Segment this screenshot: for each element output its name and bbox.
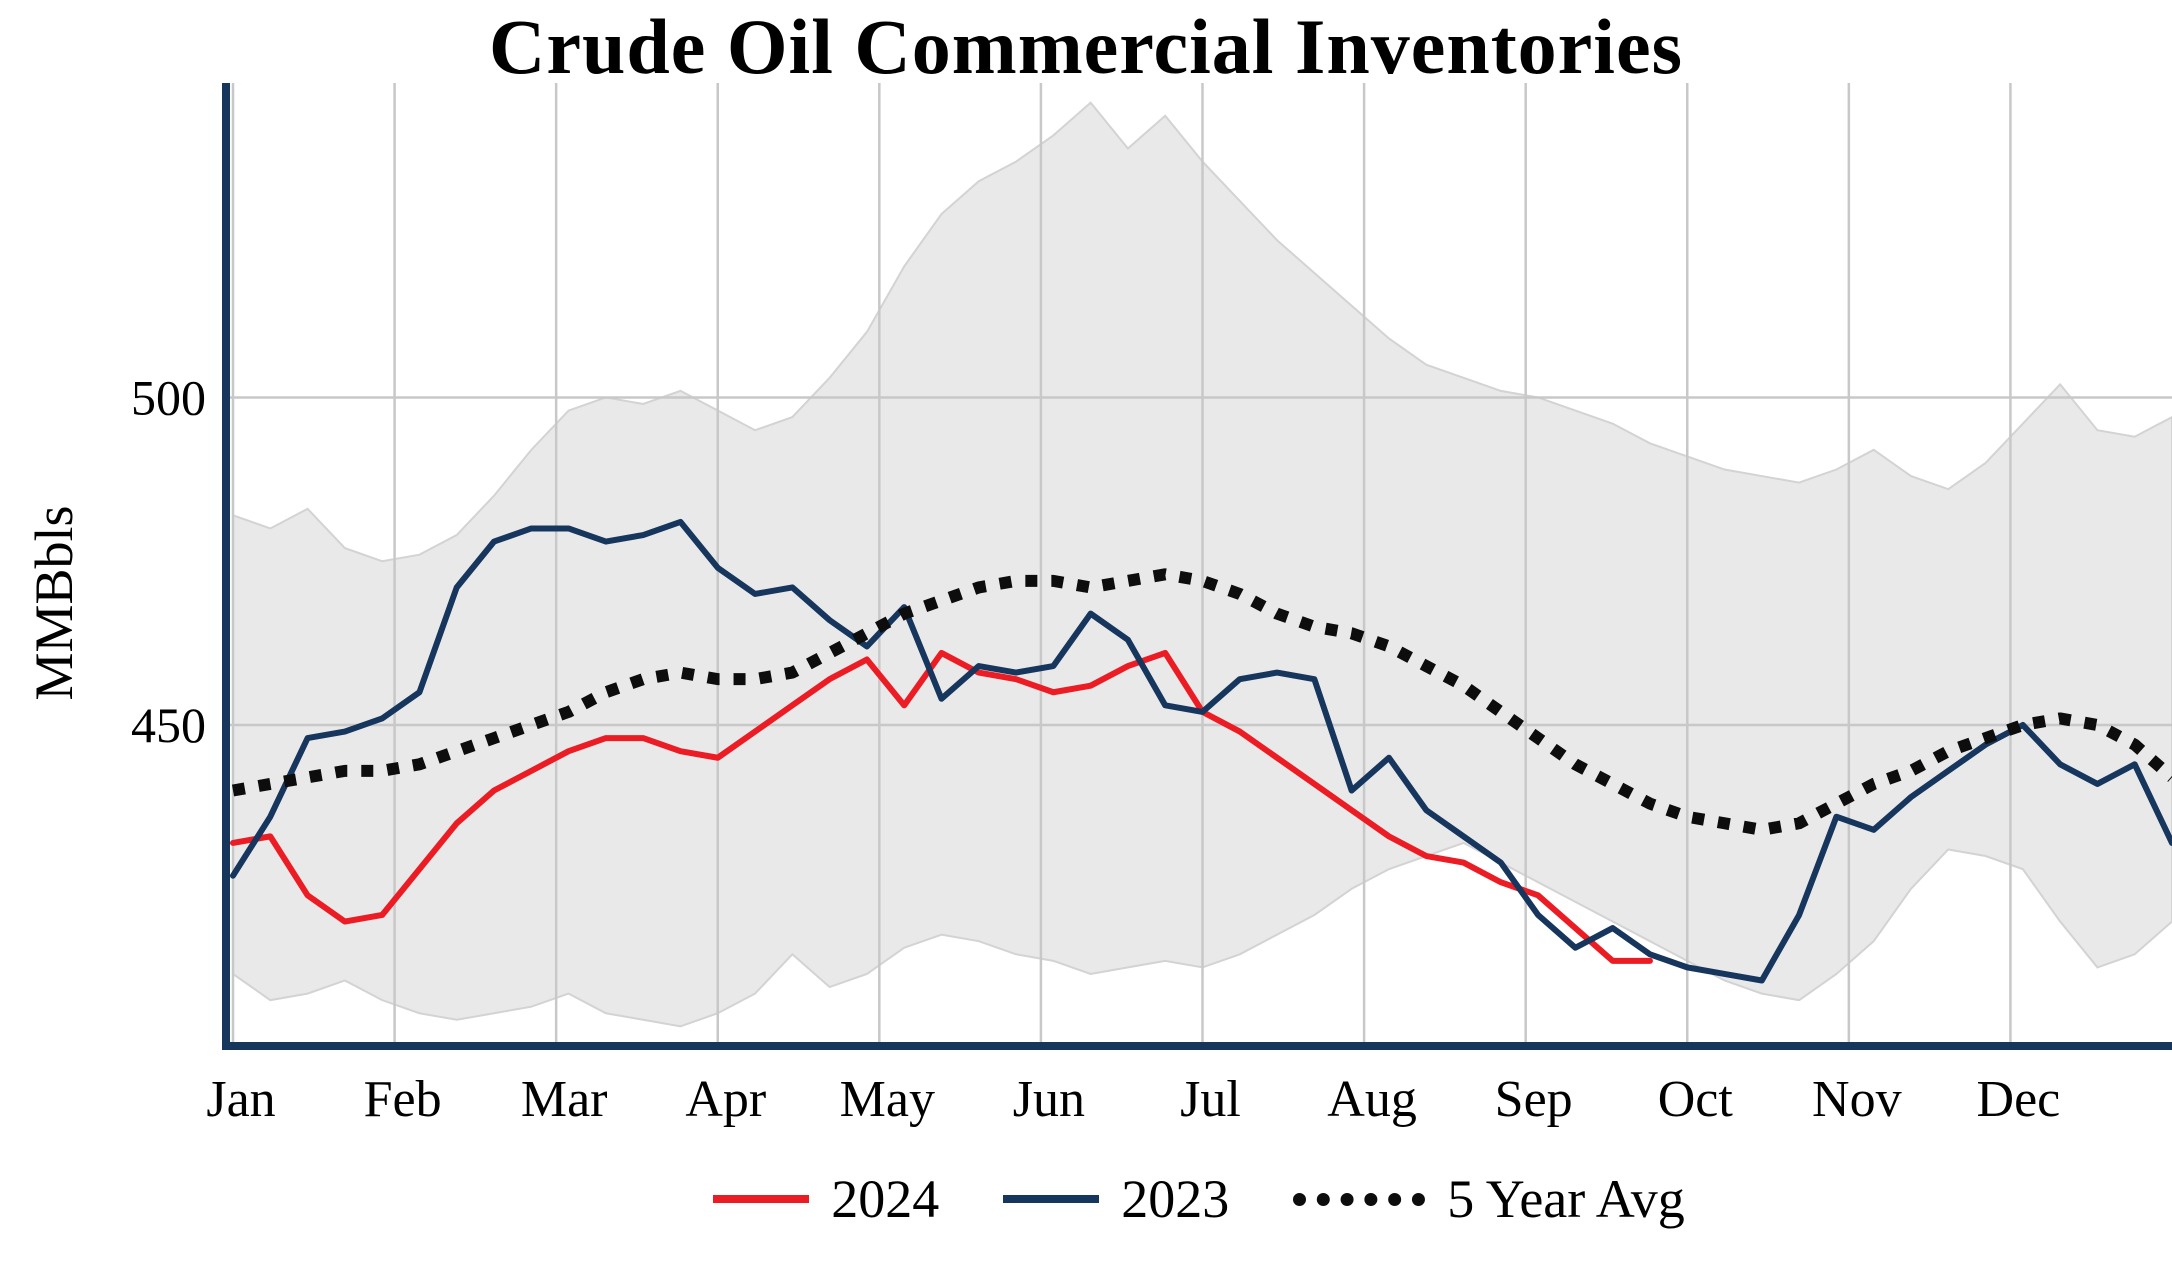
- x-tick-label-jul: Jul: [1180, 1071, 1241, 1128]
- x-tick-label-dec: Dec: [1977, 1071, 2061, 1128]
- legend-line-sample-5yr-avg: [1293, 1192, 1426, 1206]
- x-tick-label-feb: Feb: [364, 1071, 442, 1128]
- series-line-5-year-avg: [231, 568, 2172, 836]
- x-tick-label-jan: Jan: [206, 1071, 275, 1128]
- legend-item-5yr-avg: 5 Year Avg: [1293, 1168, 1685, 1230]
- legend-label-2024: 2024: [831, 1169, 940, 1229]
- x-tick-label-aug: Aug: [1327, 1071, 1417, 1128]
- x-tick-label-sep: Sep: [1495, 1071, 1573, 1128]
- x-tick-label-jun: Jun: [1013, 1071, 1085, 1128]
- legend-item-2023: 2023: [1003, 1168, 1229, 1230]
- legend: 2024 2023 5 Year Avg: [226, 1168, 2172, 1230]
- x-tick-label-oct: Oct: [1658, 1071, 1734, 1128]
- legend-label-2023: 2023: [1121, 1169, 1230, 1229]
- series-line-2023: [230, 518, 2172, 984]
- y-tick-label-450: 450: [131, 697, 206, 753]
- x-tick-label-may: May: [840, 1071, 935, 1128]
- x-tick-label-nov: Nov: [1812, 1071, 1902, 1128]
- y-tick-label-500: 500: [131, 369, 206, 425]
- legend-line-sample-2024: [713, 1195, 810, 1203]
- legend-line-sample-2023: [1003, 1195, 1100, 1203]
- legend-item-2024: 2024: [713, 1168, 939, 1230]
- series-line-2024: [230, 649, 1653, 964]
- x-tick-label-apr: Apr: [685, 1071, 766, 1128]
- x-tick-label-mar: Mar: [521, 1071, 608, 1128]
- legend-label-5yr-avg: 5 Year Avg: [1447, 1169, 1685, 1229]
- chart-title: Crude Oil Commercial Inventories: [489, 3, 1683, 90]
